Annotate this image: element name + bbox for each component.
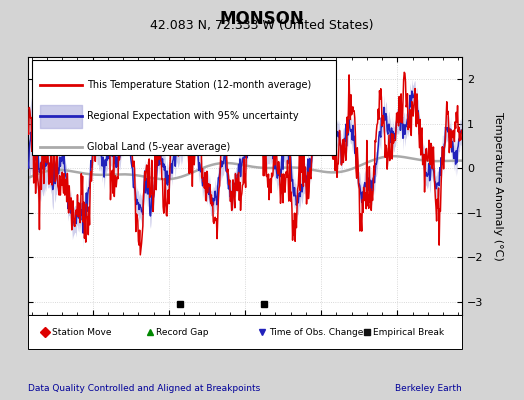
Bar (32, 60, 336, 155)
Text: Regional Expectation with 95% uncertainty: Regional Expectation with 95% uncertaint… (86, 111, 298, 121)
Bar (28, 315, 462, 348)
Text: Time of Obs. Change: Time of Obs. Change (269, 328, 363, 336)
Text: MONSON: MONSON (220, 10, 304, 28)
Text: Empirical Break: Empirical Break (373, 328, 444, 336)
Text: Record Gap: Record Gap (156, 328, 209, 336)
Text: Berkeley Earth: Berkeley Earth (395, 384, 462, 393)
Text: Global Land (5-year average): Global Land (5-year average) (86, 142, 230, 152)
Text: Station Move: Station Move (52, 328, 112, 336)
Y-axis label: Temperature Anomaly (°C): Temperature Anomaly (°C) (493, 112, 503, 260)
Text: 42.083 N, 72.333 W (United States): 42.083 N, 72.333 W (United States) (150, 19, 374, 32)
Text: This Temperature Station (12-month average): This Temperature Station (12-month avera… (86, 80, 311, 90)
Text: Data Quality Controlled and Aligned at Breakpoints: Data Quality Controlled and Aligned at B… (28, 384, 260, 393)
